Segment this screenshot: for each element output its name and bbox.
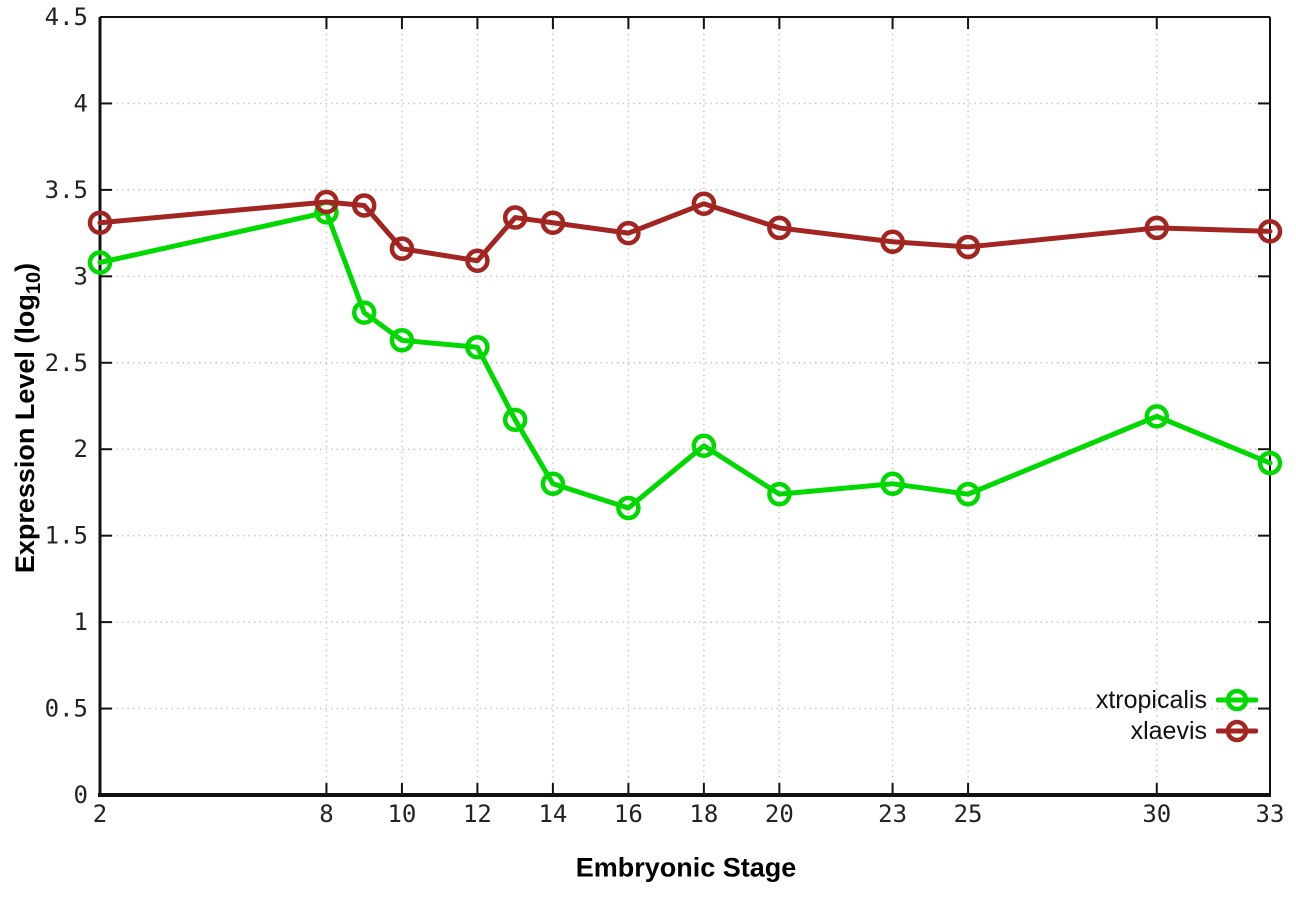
data-point-xlaevis	[1144, 215, 1170, 241]
y-tick-label: 3.5	[45, 176, 88, 204]
x-tick-label: 8	[319, 800, 333, 828]
y-tick-label: 3	[74, 262, 88, 290]
y-tick-label: 4	[74, 89, 88, 117]
x-axis-title: Embryonic Stage	[575, 852, 797, 883]
legend-entry-xlaevis: xlaevis	[1131, 716, 1258, 746]
data-point-xlaevis	[691, 191, 717, 216]
x-tick-label: 2	[93, 800, 107, 828]
legend-sample-point	[1225, 719, 1249, 743]
data-point-xlaevis	[502, 205, 528, 230]
y-tick-label: 1.5	[45, 522, 88, 550]
y-tick-label: 0.5	[45, 695, 88, 723]
y-tick-label: 1	[74, 608, 88, 636]
data-point-xtropicalis	[1144, 404, 1170, 429]
y-axis-title-text: Expression Level (log	[10, 294, 40, 574]
y-axis-title: Expression Level (log10)	[10, 263, 46, 573]
legend: xtropicalis xlaevis	[1096, 685, 1258, 746]
data-point-xtropicalis	[616, 495, 641, 521]
data-point-xtropicalis	[767, 481, 792, 507]
x-tick-label: 25	[954, 800, 983, 828]
legend-entry-xtropicalis: xtropicalis	[1096, 685, 1258, 715]
x-tick-label: 12	[463, 800, 492, 828]
data-point-xtropicalis	[1257, 450, 1283, 476]
x-tick-label: 18	[689, 800, 718, 828]
legend-label-xlaevis: xlaevis	[1130, 716, 1207, 745]
x-tick-label: 16	[614, 800, 643, 828]
data-point-xlaevis	[87, 210, 113, 235]
y-axis-title-subscript: 10	[23, 271, 45, 295]
data-point-xlaevis	[465, 248, 490, 274]
data-point-xlaevis	[767, 215, 792, 241]
data-point-xtropicalis	[502, 407, 528, 433]
data-point-xtropicalis	[880, 471, 905, 497]
x-tick-label: 23	[878, 800, 907, 828]
data-point-xlaevis	[540, 210, 566, 235]
x-tick-label: 33	[1256, 800, 1285, 828]
data-point-xlaevis	[389, 236, 415, 261]
data-point-xlaevis	[314, 189, 339, 215]
x-tick-label: 30	[1142, 800, 1171, 828]
data-point-xtropicalis	[389, 328, 415, 353]
data-point-xtropicalis	[87, 250, 113, 275]
series-line-xlaevis	[97, 199, 1273, 264]
legend-marker-xlaevis	[1216, 719, 1258, 743]
data-point-xtropicalis	[955, 481, 981, 507]
y-tick-label: 2.5	[45, 349, 88, 377]
y-axis-title-suffix: )	[10, 262, 40, 272]
data-point-xlaevis	[351, 193, 377, 218]
legend-sample-point	[1225, 688, 1249, 712]
data-point-xlaevis	[880, 229, 905, 255]
data-point-xtropicalis	[351, 300, 377, 325]
x-tick-label: 20	[765, 800, 794, 828]
data-point-xlaevis	[1257, 219, 1283, 244]
data-point-xtropicalis	[465, 334, 490, 360]
data-point-xlaevis	[616, 220, 641, 246]
y-tick-label: 4.5	[45, 3, 88, 31]
x-tick-label: 14	[538, 800, 567, 828]
data-point-xtropicalis	[540, 471, 566, 497]
data-point-xtropicalis	[691, 433, 717, 459]
legend-label-xtropicalis: xtropicalis	[1095, 685, 1207, 714]
data-point-xlaevis	[955, 234, 981, 260]
y-tick-label: 2	[74, 435, 88, 463]
x-tick-label: 10	[387, 800, 416, 828]
legend-marker-xtropicalis	[1216, 688, 1258, 712]
series-line-xtropicalis	[97, 209, 1273, 511]
y-tick-label: 0	[74, 781, 88, 809]
